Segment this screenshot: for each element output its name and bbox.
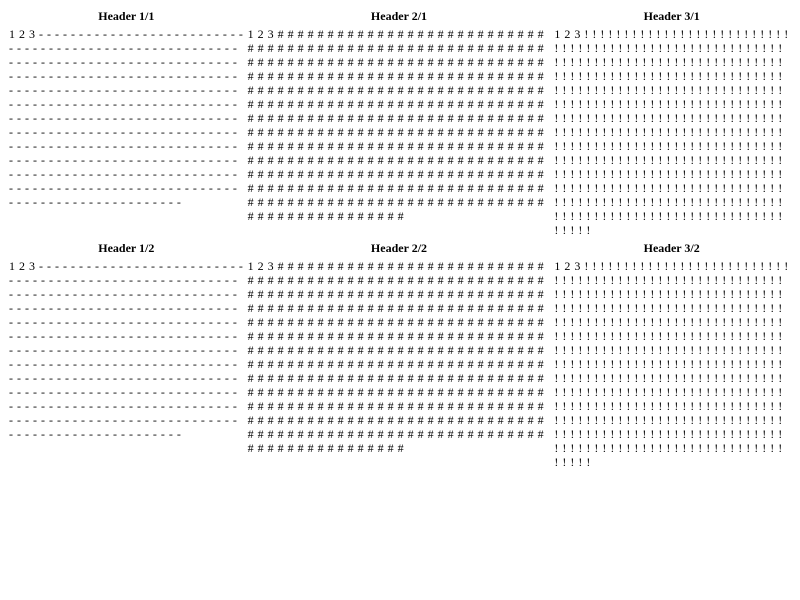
text-table: Header 1/1 Header 2/1 Header 3/1 1 2 3 -… [6,6,792,472]
header-1-2: Header 1/2 [98,241,155,255]
cell-text: 1 2 3 - - - - - - - - - - - - - - - - - … [9,259,244,441]
header-3-2: Header 3/2 [643,241,700,255]
header-row-1: Header 1/1 Header 2/1 Header 3/1 [8,8,790,24]
cell-text: 1 2 3 - - - - - - - - - - - - - - - - - … [9,27,244,209]
cell-text: 1 2 3 # # # # # # # # # # # # # # # # # … [247,27,545,223]
header-2-1: Header 2/1 [370,9,428,23]
cell-1-1: 1 2 3 - - - - - - - - - - - - - - - - - … [8,26,245,238]
data-row-1: 1 2 3 - - - - - - - - - - - - - - - - - … [8,26,790,238]
cell-2-2: 1 2 3 # # # # # # # # # # # # # # # # # … [247,258,552,470]
cell-3-2: 1 2 3 ! ! ! ! ! ! ! ! ! ! ! ! ! ! ! ! ! … [553,258,790,470]
header-2-2: Header 2/2 [370,241,428,255]
data-row-2: 1 2 3 - - - - - - - - - - - - - - - - - … [8,258,790,470]
cell-text: 1 2 3 # # # # # # # # # # # # # # # # # … [247,259,545,455]
cell-3-1: 1 2 3 ! ! ! ! ! ! ! ! ! ! ! ! ! ! ! ! ! … [553,26,790,238]
header-row-2: Header 1/2 Header 2/2 Header 3/2 [8,240,790,256]
cell-text: 1 2 3 ! ! ! ! ! ! ! ! ! ! ! ! ! ! ! ! ! … [554,259,789,469]
cell-text: 1 2 3 ! ! ! ! ! ! ! ! ! ! ! ! ! ! ! ! ! … [554,27,789,237]
header-3-1: Header 3/1 [643,9,700,23]
header-1-1: Header 1/1 [98,9,155,23]
cell-2-1: 1 2 3 # # # # # # # # # # # # # # # # # … [247,26,552,238]
cell-1-2: 1 2 3 - - - - - - - - - - - - - - - - - … [8,258,245,470]
